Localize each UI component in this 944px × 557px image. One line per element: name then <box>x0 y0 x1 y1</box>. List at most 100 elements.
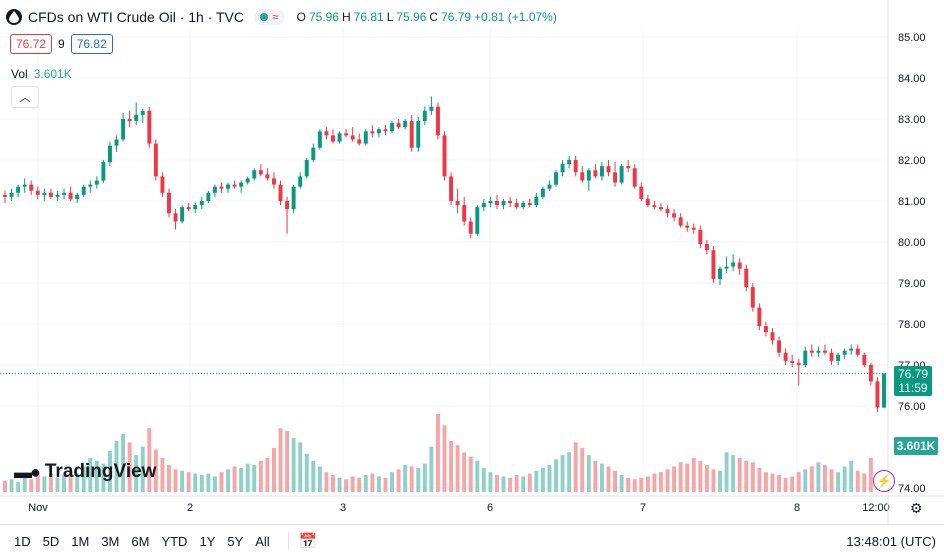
flash-icon[interactable]: ⚡ <box>873 470 895 492</box>
candle-body <box>763 326 768 333</box>
candle-body <box>3 194 7 197</box>
volume-bar <box>652 473 657 492</box>
volume-bar <box>337 477 342 492</box>
range-1m[interactable]: 1M <box>71 533 90 549</box>
volume-bar <box>212 476 217 492</box>
range-6m[interactable]: 6M <box>131 533 150 549</box>
y-tick-label: 83.00 <box>898 114 926 126</box>
volume-bar <box>796 472 801 492</box>
candle-body <box>422 110 427 122</box>
candle-body <box>842 350 847 355</box>
candle-body <box>383 129 388 132</box>
volume-bar <box>114 440 119 492</box>
candle-body <box>527 203 532 206</box>
volume-bar <box>777 474 782 492</box>
candle-body <box>363 131 368 144</box>
candle-body <box>199 201 204 206</box>
volume-bar <box>757 467 762 492</box>
volume-bar <box>29 479 34 492</box>
last-price-label: 76.79 11:59 <box>894 366 932 396</box>
volume-bar <box>750 462 755 492</box>
volume-bar <box>685 463 690 492</box>
volume-bar <box>258 460 263 492</box>
volume-bar <box>534 470 539 492</box>
volume-bar <box>718 470 722 492</box>
volume-bar <box>593 460 598 492</box>
range-3m[interactable]: 3M <box>101 533 120 549</box>
candle-body <box>829 352 834 361</box>
volume-bar <box>868 457 873 492</box>
volume-legend[interactable]: Vol 3.601K <box>11 67 72 81</box>
candle-body <box>186 207 191 210</box>
candle-body <box>770 332 775 341</box>
candle-body <box>212 186 217 193</box>
symbol-title[interactable]: CFDs on WTI Crude Oil · 1h · TVC <box>28 9 245 25</box>
candle-body <box>271 178 276 185</box>
volume-bar <box>429 446 434 492</box>
candle-body <box>173 213 178 222</box>
candle-body <box>672 213 677 218</box>
candle-body <box>790 360 795 363</box>
y-tick-label: 85.00 <box>898 32 926 44</box>
candle-body <box>468 221 473 234</box>
range-1d[interactable]: 1D <box>14 533 31 549</box>
candle-body <box>554 172 558 185</box>
volume-bar <box>173 469 178 492</box>
delayed-data-icon: ≈ <box>272 10 279 24</box>
volume-bar <box>849 460 854 492</box>
candle-body <box>101 162 106 181</box>
candle-body <box>147 110 152 144</box>
volume-bar <box>226 469 230 492</box>
market-status[interactable]: ≈ <box>254 9 285 25</box>
candle-body <box>22 184 27 187</box>
volume-bar <box>298 442 303 492</box>
volume-bar <box>586 455 591 492</box>
volume-bar <box>271 448 276 492</box>
calendar-icon[interactable]: 📅 <box>298 533 318 550</box>
candle-body <box>35 190 40 195</box>
volume-bar <box>193 473 198 492</box>
candle-body <box>88 184 93 187</box>
candle-body <box>396 123 401 128</box>
volume-bar <box>344 479 349 492</box>
volume-bar <box>390 472 394 492</box>
range-1y[interactable]: 1Y <box>199 533 216 549</box>
candle-body <box>226 184 230 189</box>
candle-body <box>219 186 224 189</box>
utc-clock[interactable]: 13:48:01 (UTC) <box>846 533 936 549</box>
volume-bar <box>55 477 60 492</box>
range-all[interactable]: All <box>255 533 270 549</box>
candle-body <box>285 201 290 210</box>
candle-body <box>599 166 604 177</box>
candle-body <box>317 131 322 148</box>
volume-bar <box>107 450 112 492</box>
candle-body <box>107 145 112 163</box>
candle-body <box>495 201 499 206</box>
price-chart[interactable]: 85.00 84.00 83.00 82.00 81.00 80.00 79.00 78.00… <box>0 0 944 524</box>
volume-bar <box>527 473 532 492</box>
volume-bar <box>639 477 644 492</box>
volume-axis-label: 3.601K <box>894 437 938 455</box>
candle-body <box>875 381 880 408</box>
collapse-legend-button[interactable]: ︿ <box>11 86 39 108</box>
volume-bar <box>409 466 414 492</box>
candle-body <box>521 203 526 208</box>
buy-button[interactable]: 76.82 <box>70 34 113 54</box>
volume-bar <box>403 465 408 492</box>
range-ytd[interactable]: YTD <box>161 533 188 549</box>
candle-body <box>291 186 296 210</box>
sell-button[interactable]: 76.72 <box>10 34 53 54</box>
volume-bar <box>3 480 7 492</box>
range-5d[interactable]: 5D <box>42 533 60 549</box>
range-5y[interactable]: 5Y <box>227 533 244 549</box>
volume-bar <box>265 457 270 492</box>
candle-body <box>390 123 394 132</box>
volume-bar <box>665 469 670 492</box>
candle-body <box>232 184 237 187</box>
candle-body <box>68 192 73 199</box>
gear-icon[interactable]: ⚙ <box>910 500 923 516</box>
candle-body <box>540 188 545 197</box>
candle-body <box>882 373 886 408</box>
volume-bar <box>836 472 841 492</box>
candle-body <box>580 172 585 181</box>
